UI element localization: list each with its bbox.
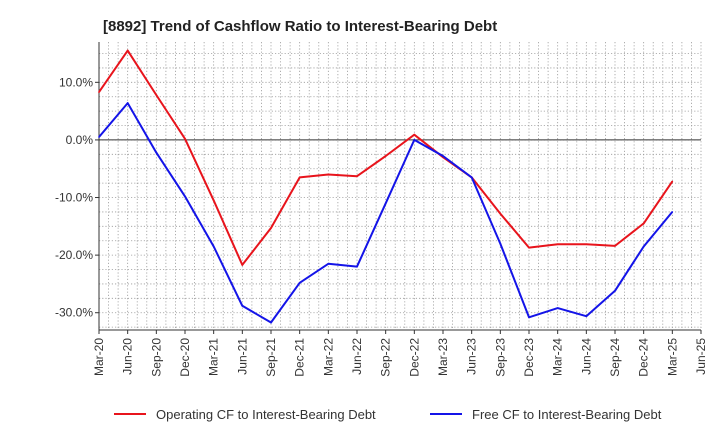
series-2-point <box>155 151 158 154</box>
x-tick-label: Sep-21 <box>264 338 278 377</box>
x-tick-label: Jun-22 <box>350 338 364 375</box>
x-tick-label: Sep-24 <box>608 338 622 377</box>
series-1-point <box>270 227 272 229</box>
x-tick-label: Dec-24 <box>637 338 651 377</box>
series-2-point <box>212 245 215 248</box>
legend-label-2: Free CF to Interest-Bearing Debt <box>472 407 662 422</box>
series-1-point <box>212 199 215 202</box>
series-1-point <box>671 180 674 183</box>
axes <box>98 42 701 331</box>
y-tick-label: 0.0% <box>66 133 94 147</box>
x-tick-label: Sep-23 <box>493 338 507 377</box>
series-1-point <box>126 49 129 52</box>
series-2-point <box>184 195 186 198</box>
series-1-point <box>556 243 559 245</box>
series-2-point <box>241 305 244 307</box>
series-1-point <box>499 212 502 215</box>
series-2-point <box>671 211 674 213</box>
x-tick-label: Jun-20 <box>121 338 135 375</box>
x-tick-label: Sep-22 <box>379 338 393 377</box>
y-tick-label: -30.0% <box>55 306 93 320</box>
x-tick-label: Mar-22 <box>321 338 335 376</box>
x-tick-label: Jun-23 <box>465 338 479 375</box>
series-2-point <box>126 102 129 104</box>
series-1-point <box>184 137 186 140</box>
series-2-point <box>470 176 473 179</box>
x-tick-label: Dec-21 <box>293 338 307 377</box>
series-2-point <box>327 262 330 265</box>
plot-area <box>99 42 701 330</box>
series-1-point <box>528 246 530 249</box>
series-1-point <box>642 222 645 225</box>
x-tick-label: Mar-20 <box>92 338 106 376</box>
y-tick-label: -20.0% <box>55 248 93 262</box>
series-1-point <box>327 173 330 176</box>
series-2-point <box>442 155 444 157</box>
series-1-point <box>384 155 387 157</box>
series-1-point <box>413 133 416 136</box>
series-1-point <box>241 264 244 266</box>
series-1-point <box>356 175 358 178</box>
series-2-point <box>298 281 301 284</box>
x-tick-label: Dec-23 <box>522 338 536 377</box>
x-tick-label: Mar-25 <box>665 338 679 376</box>
series-lines <box>98 49 674 324</box>
series-2-point <box>384 202 387 205</box>
x-tick-label: Jun-21 <box>235 338 249 375</box>
series-2-point <box>270 321 272 324</box>
x-tick-label: Dec-20 <box>178 338 192 377</box>
series-1-point <box>298 176 301 179</box>
x-tick-label: Jun-24 <box>579 338 593 375</box>
legend: Operating CF to Interest-Bearing Debt Fre… <box>114 407 662 422</box>
x-axis-ticks: Mar-20 Jun-20 Sep-20 Dec-20 Mar-21 Jun-21 Sep-… <box>92 330 708 377</box>
legend-label-1: Operating CF to Interest-Bearing Debt <box>156 407 376 422</box>
y-tick-label: 10.0% <box>59 75 93 89</box>
series-1-point <box>614 245 616 247</box>
x-tick-label: Mar-23 <box>436 338 450 376</box>
x-tick-label: Dec-22 <box>407 338 421 377</box>
y-tick-label: -10.0% <box>55 191 93 205</box>
series-1-point <box>98 91 100 93</box>
series-2-point <box>413 139 416 141</box>
series-2-point <box>528 316 530 319</box>
series-2-point <box>556 307 559 309</box>
x-tick-label: Mar-21 <box>207 338 221 376</box>
series-2-point <box>642 245 645 248</box>
x-tick-label: Mar-24 <box>551 338 565 376</box>
x-tick-label: Jun-25 <box>694 338 708 375</box>
series-2-point <box>614 290 616 292</box>
series-1-point <box>585 243 588 245</box>
grid-lines <box>98 42 702 330</box>
y-axis-ticks: 10.0% 0.0% -10.0% -20.0% -30.0% <box>55 75 99 320</box>
series-2-point <box>499 242 502 245</box>
series-2-point <box>356 265 358 268</box>
series-2-point <box>585 315 588 317</box>
x-tick-label: Sep-20 <box>149 338 163 377</box>
series-1-point <box>155 94 158 96</box>
series-2-point <box>98 136 100 138</box>
chart-title: [8892] Trend of Cashflow Ratio to Intere… <box>103 18 497 35</box>
